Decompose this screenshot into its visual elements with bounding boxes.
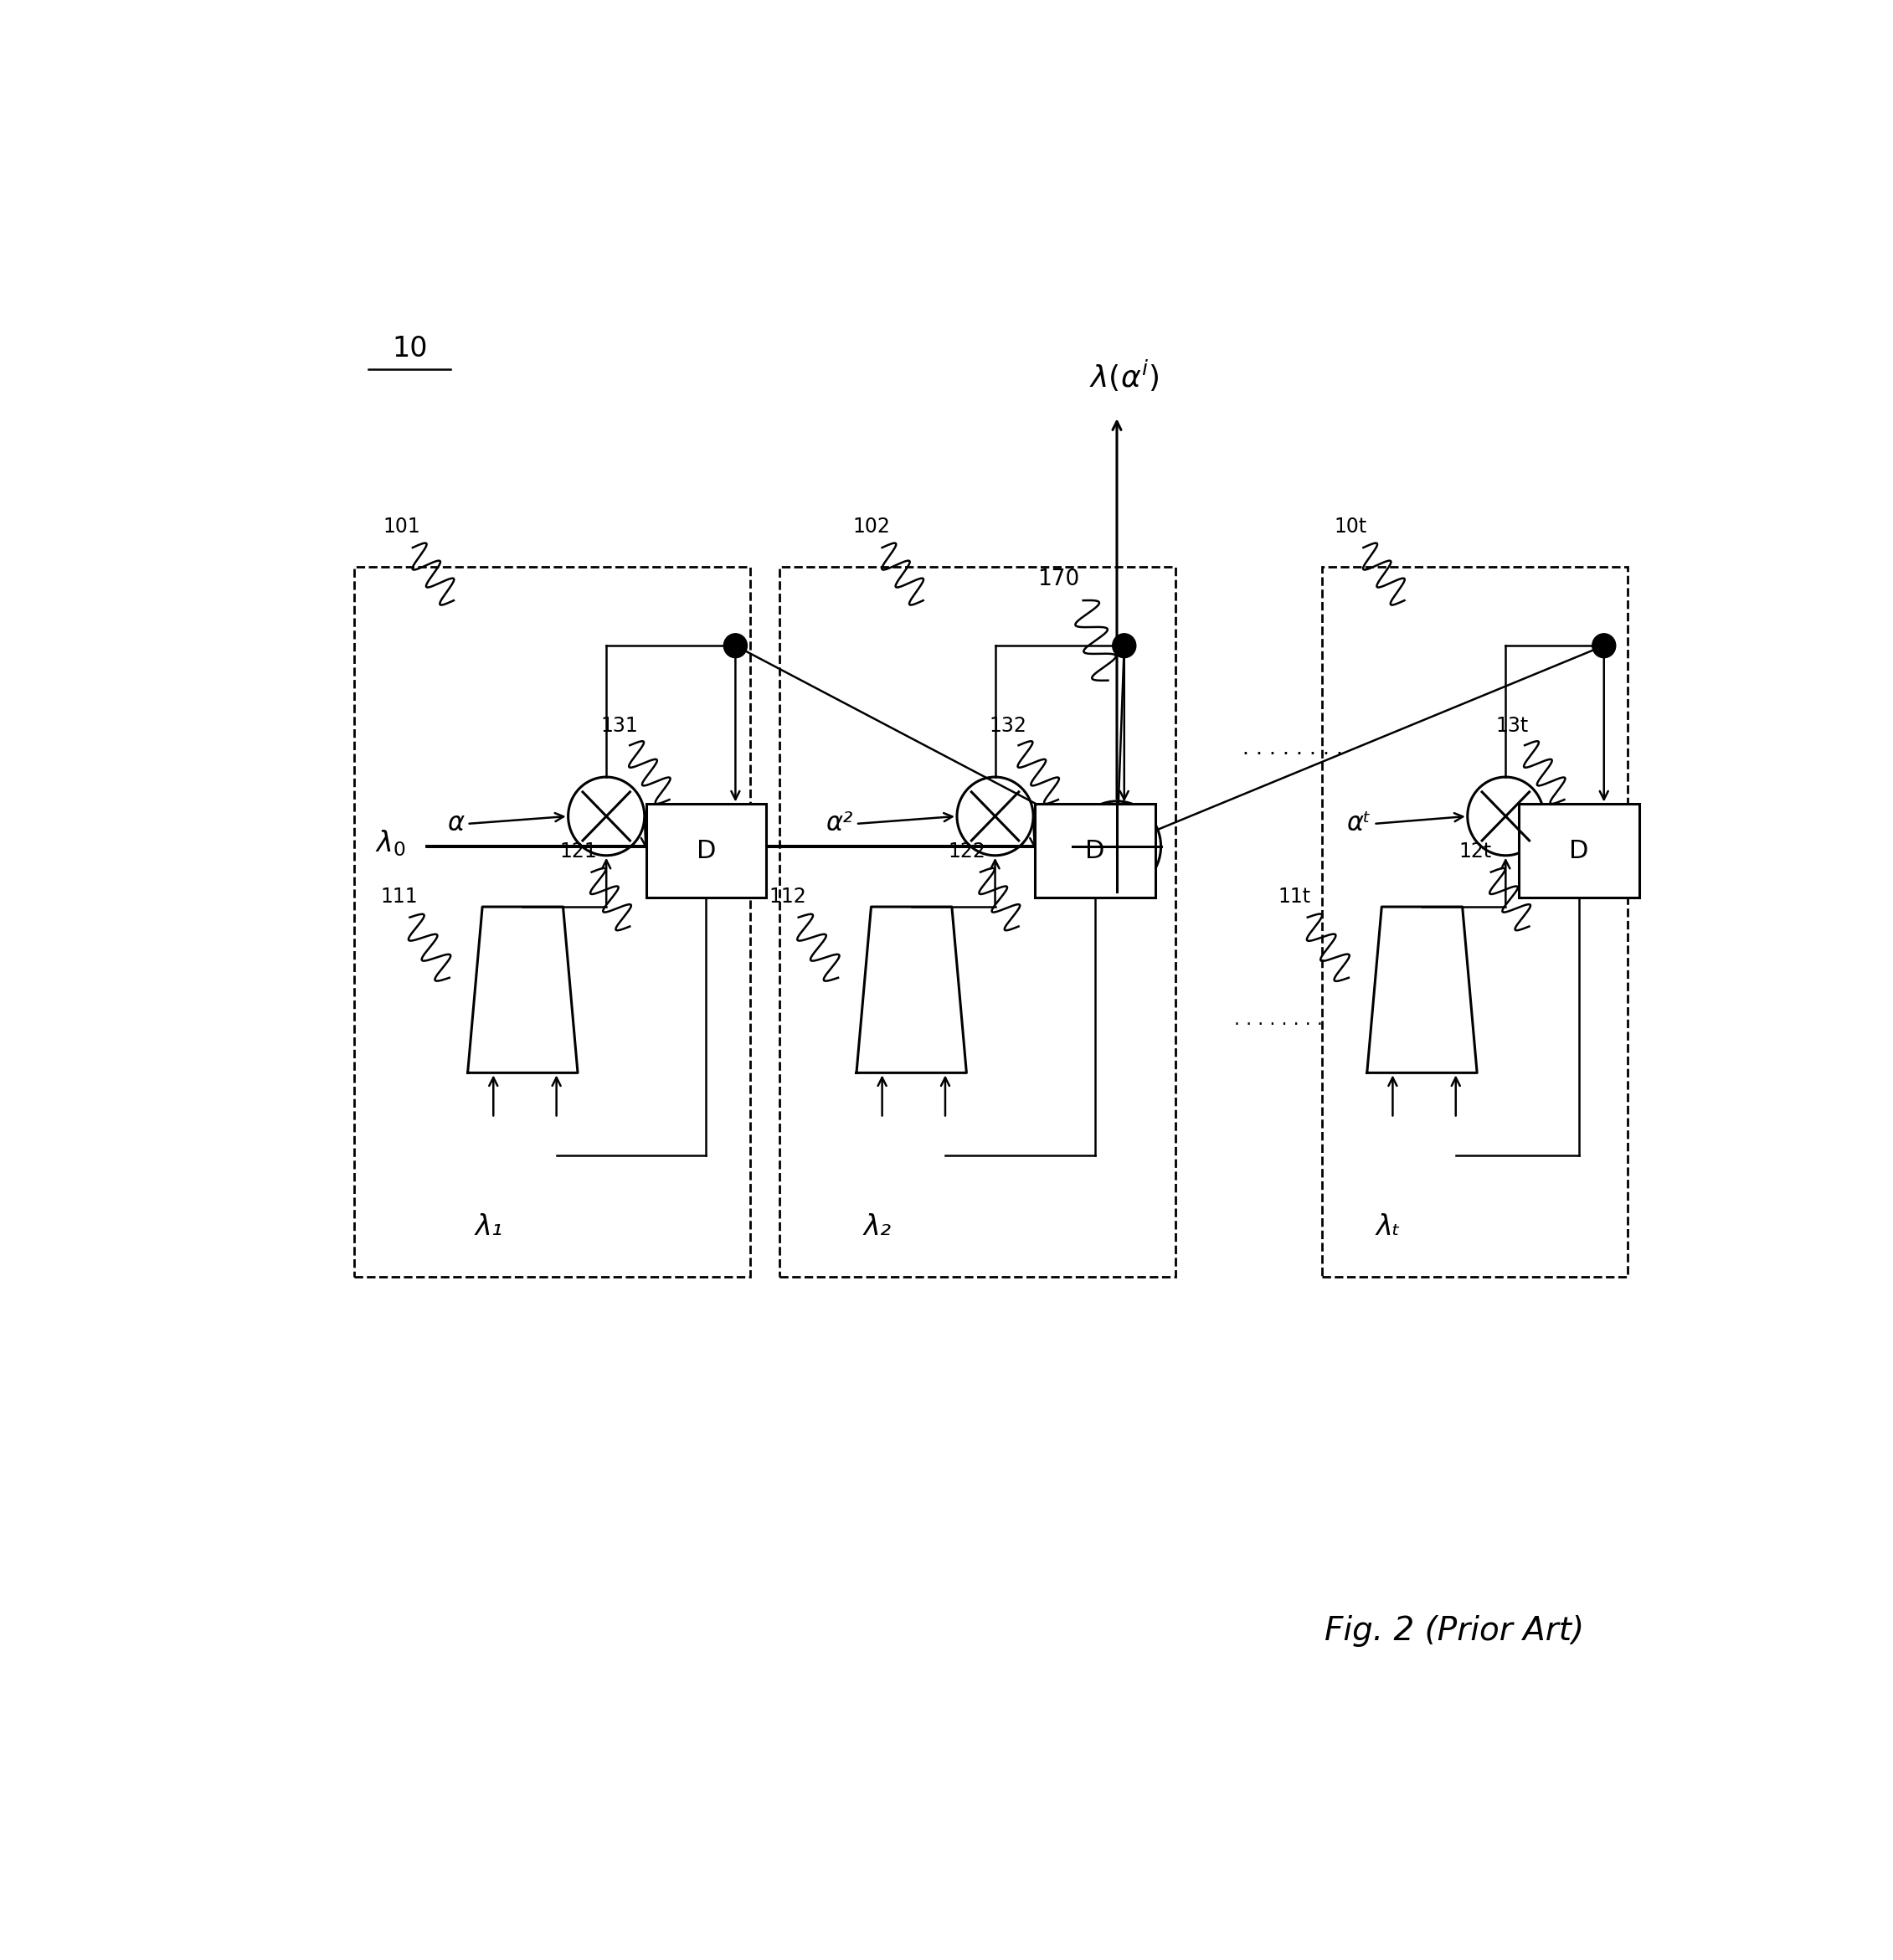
FancyBboxPatch shape <box>780 566 1176 1276</box>
Text: 131: 131 <box>600 715 638 737</box>
Text: $\lambda(\alpha^i)$: $\lambda(\alpha^i)$ <box>1088 359 1159 394</box>
Text: λ₁: λ₁ <box>475 1213 504 1241</box>
Text: 11t: 11t <box>1278 886 1312 907</box>
Text: 102: 102 <box>854 517 890 537</box>
Text: 121: 121 <box>560 841 596 862</box>
Text: 101: 101 <box>382 517 420 537</box>
Text: Fig. 2 (Prior Art): Fig. 2 (Prior Art) <box>1325 1615 1584 1646</box>
Text: 10: 10 <box>392 335 428 363</box>
Text: 13t: 13t <box>1495 715 1528 737</box>
Text: D: D <box>697 839 716 862</box>
Text: 111: 111 <box>380 886 418 907</box>
FancyBboxPatch shape <box>354 566 750 1276</box>
Circle shape <box>1113 633 1136 659</box>
FancyBboxPatch shape <box>1518 804 1639 898</box>
Text: α²: α² <box>825 811 854 835</box>
Text: D: D <box>1085 839 1106 862</box>
FancyBboxPatch shape <box>1035 804 1155 898</box>
Text: . . . . . . . .: . . . . . . . . <box>1234 1011 1323 1029</box>
Text: 132: 132 <box>990 715 1026 737</box>
Circle shape <box>1592 633 1617 659</box>
Text: . . . . . . . .: . . . . . . . . <box>1242 739 1344 759</box>
Text: $\lambda_0$: $\lambda_0$ <box>375 829 405 858</box>
Text: 122: 122 <box>948 841 986 862</box>
Circle shape <box>723 633 748 659</box>
Text: λₜ: λₜ <box>1376 1213 1401 1241</box>
Text: 170: 170 <box>1037 568 1079 590</box>
FancyBboxPatch shape <box>1323 566 1628 1276</box>
Text: 112: 112 <box>769 886 806 907</box>
Text: 12t: 12t <box>1460 841 1492 862</box>
Text: αᵗ: αᵗ <box>1346 811 1371 835</box>
Text: α: α <box>447 811 464 835</box>
Text: 10t: 10t <box>1335 517 1367 537</box>
Text: D: D <box>1569 839 1588 862</box>
FancyBboxPatch shape <box>646 804 767 898</box>
Text: λ₂: λ₂ <box>863 1213 892 1241</box>
